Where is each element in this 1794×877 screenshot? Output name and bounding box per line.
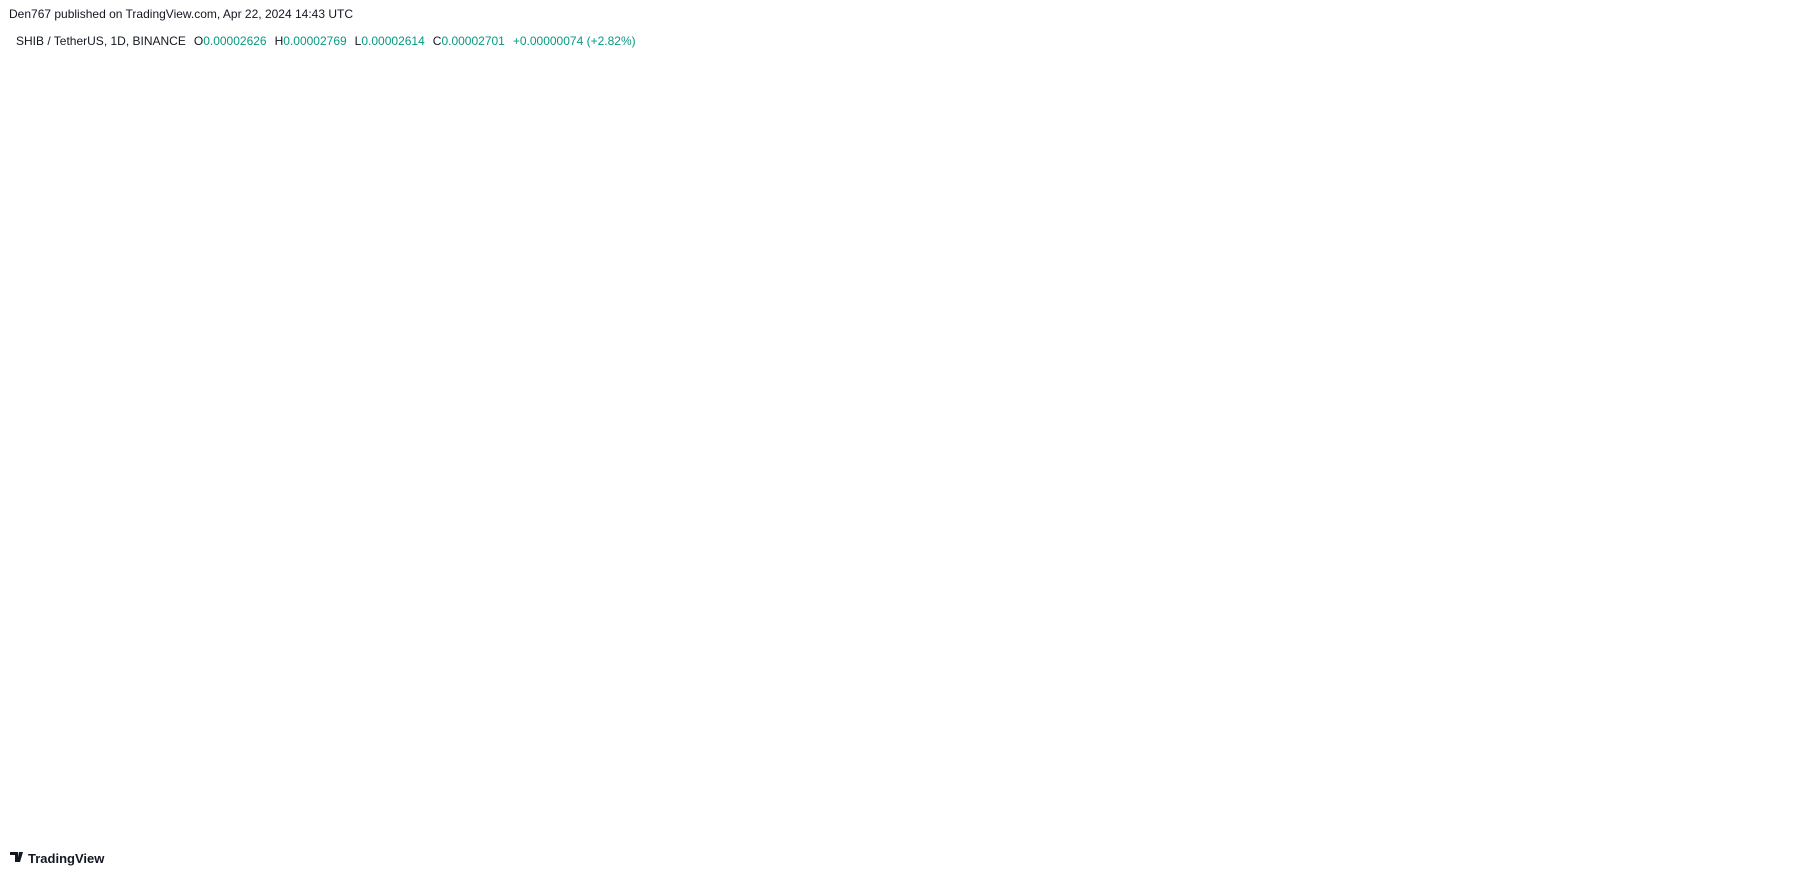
l-value: 0.00002614 [361, 34, 425, 48]
o-value: 0.00002626 [203, 34, 267, 48]
symbol: SHIB / TetherUS, 1D, BINANCE [16, 34, 186, 48]
logo [10, 852, 23, 862]
o-key: O [193, 34, 204, 48]
l-key: L [354, 34, 362, 48]
h-value: 0.00002769 [283, 34, 347, 48]
brand: TradingView [28, 851, 105, 866]
change: +0.00000074 (+2.82%) [512, 34, 636, 48]
h-key: H [274, 34, 284, 48]
c-key: C [432, 34, 442, 48]
legend: SHIB / TetherUS, 1D, BINANCE O 0.00002626… [16, 34, 644, 48]
publisher: Den767 published on TradingView.com, Apr… [9, 7, 354, 21]
c-value: 0.00002701 [441, 34, 505, 48]
